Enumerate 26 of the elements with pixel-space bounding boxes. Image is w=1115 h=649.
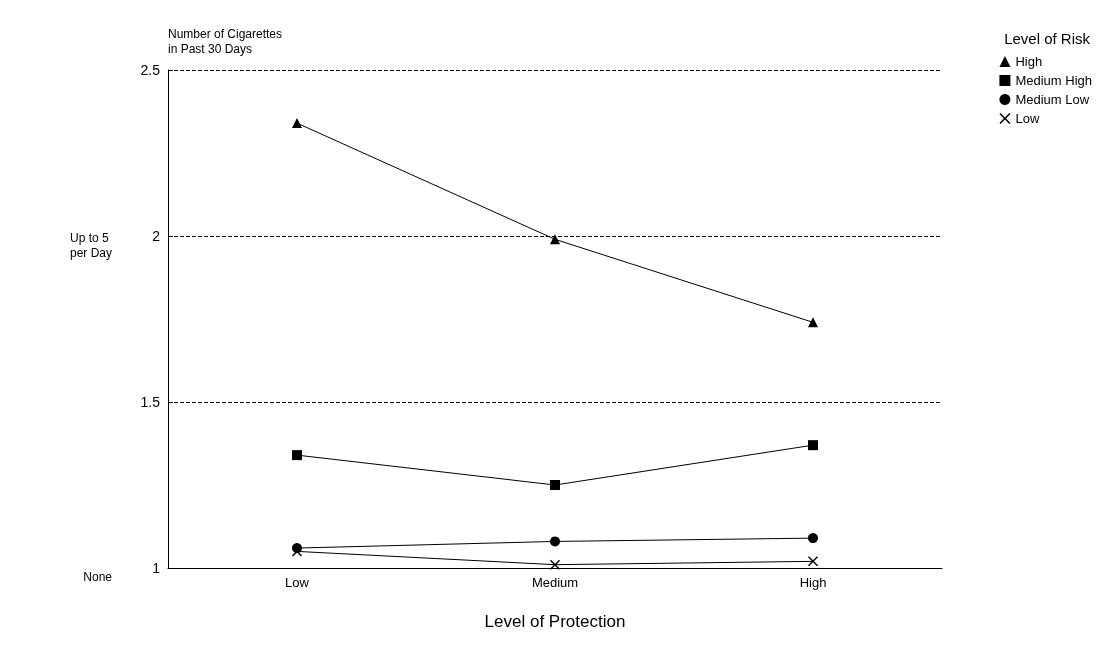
point bbox=[808, 317, 818, 328]
point bbox=[292, 118, 302, 129]
point bbox=[808, 556, 818, 567]
legend-label: Low bbox=[1015, 111, 1040, 126]
y-tick-label: 1 bbox=[152, 560, 161, 576]
x-tick-label: High bbox=[799, 575, 827, 590]
point bbox=[292, 450, 302, 461]
point bbox=[808, 533, 818, 544]
text: None bbox=[83, 569, 113, 584]
legend-label: High bbox=[1015, 54, 1043, 69]
y-axis-title: Number of Cigarettes in Past 30 Days bbox=[168, 26, 283, 56]
legend-label: Medium Low bbox=[1015, 92, 1090, 107]
x-tick-label: Low bbox=[285, 575, 310, 590]
point bbox=[550, 536, 560, 547]
y-tick-label: 2.5 bbox=[140, 62, 161, 78]
point bbox=[808, 440, 818, 451]
text: Up to 5 per Day bbox=[69, 230, 113, 260]
y-tick-label: 2 bbox=[152, 228, 161, 244]
point bbox=[550, 559, 560, 570]
y-tick-label: 1.5 bbox=[140, 394, 161, 410]
legend-title: Level of Risk bbox=[1004, 30, 1091, 47]
x-axis-title: Level of Protection bbox=[484, 612, 626, 631]
point bbox=[550, 234, 560, 245]
point bbox=[550, 480, 560, 490]
legend-label: Medium High bbox=[1015, 73, 1093, 88]
x-tick-label: Medium bbox=[531, 575, 579, 590]
